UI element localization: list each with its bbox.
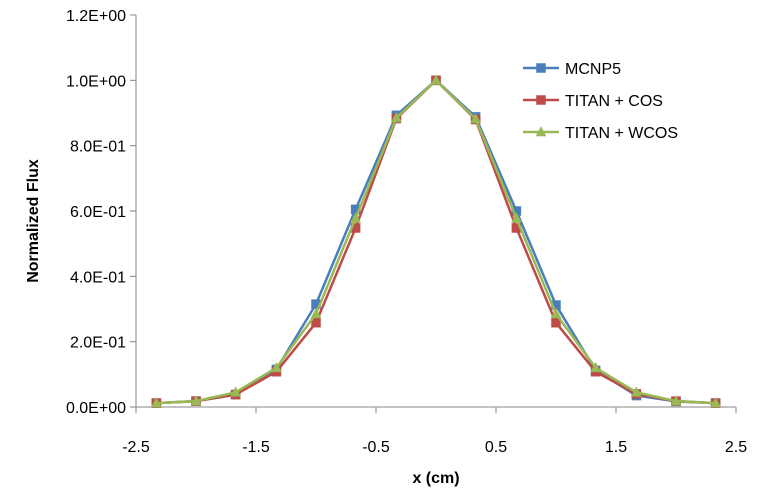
- legend-item: TITAN + COS: [523, 93, 663, 110]
- y-tick-label: 1.0E+00: [66, 73, 126, 90]
- x-tick-label: -1.5: [242, 439, 270, 456]
- data-point: [511, 212, 522, 223]
- legend-item: MCNP5: [523, 61, 621, 78]
- data-point: [670, 395, 682, 406]
- data-point: [590, 361, 601, 373]
- legend-swatch-marker: [536, 63, 546, 73]
- y-tick-label: 6.0E-01: [70, 204, 126, 221]
- legend-swatch-marker: [536, 95, 546, 105]
- legend-label: TITAN + COS: [565, 93, 663, 110]
- x-tick-label: 1.5: [605, 439, 627, 456]
- series-titan-wcos: [151, 74, 721, 408]
- data-point: [631, 386, 642, 397]
- legend-label: TITAN + WCOS: [565, 125, 678, 142]
- x-tick-label: -2.5: [122, 439, 150, 456]
- data-point: [271, 361, 282, 373]
- data-point: [310, 307, 322, 319]
- y-tick-label: 0.0E+00: [66, 400, 126, 417]
- data-point: [391, 111, 402, 123]
- data-point: [151, 397, 162, 408]
- data-point: [230, 386, 241, 397]
- y-tick-label: 2.0E-01: [70, 335, 126, 352]
- data-point: [350, 212, 361, 223]
- y-tick-label: 8.0E-01: [70, 139, 126, 156]
- data-point: [190, 395, 202, 406]
- data-point: [550, 307, 562, 319]
- y-tick-label: 1.2E+00: [66, 8, 126, 25]
- x-tick-label: 0.5: [485, 439, 507, 456]
- x-tick-label: 2.5: [725, 439, 747, 456]
- legend-swatch-marker: [535, 126, 547, 137]
- y-axis-title: Normalized Flux: [25, 159, 42, 283]
- data-point: [470, 112, 481, 124]
- data-point: [430, 74, 442, 85]
- legend-item: TITAN + WCOS: [523, 125, 678, 142]
- x-axis-title: x (cm): [412, 470, 459, 487]
- axes: 0.0E+00 2.0E-01 4.0E-01 6.0E-01 8.0E-01 1.0E+…: [66, 8, 747, 456]
- data-point: [710, 397, 721, 408]
- series-layer: [151, 74, 721, 408]
- legend: MCNP5 TITAN + COS TITAN + WCOS: [523, 61, 678, 142]
- legend-label: MCNP5: [565, 61, 621, 78]
- data-point: [551, 317, 561, 328]
- y-tick-label: 4.0E-01: [70, 269, 126, 286]
- x-tick-label: -0.5: [362, 439, 390, 456]
- data-point: [311, 317, 321, 328]
